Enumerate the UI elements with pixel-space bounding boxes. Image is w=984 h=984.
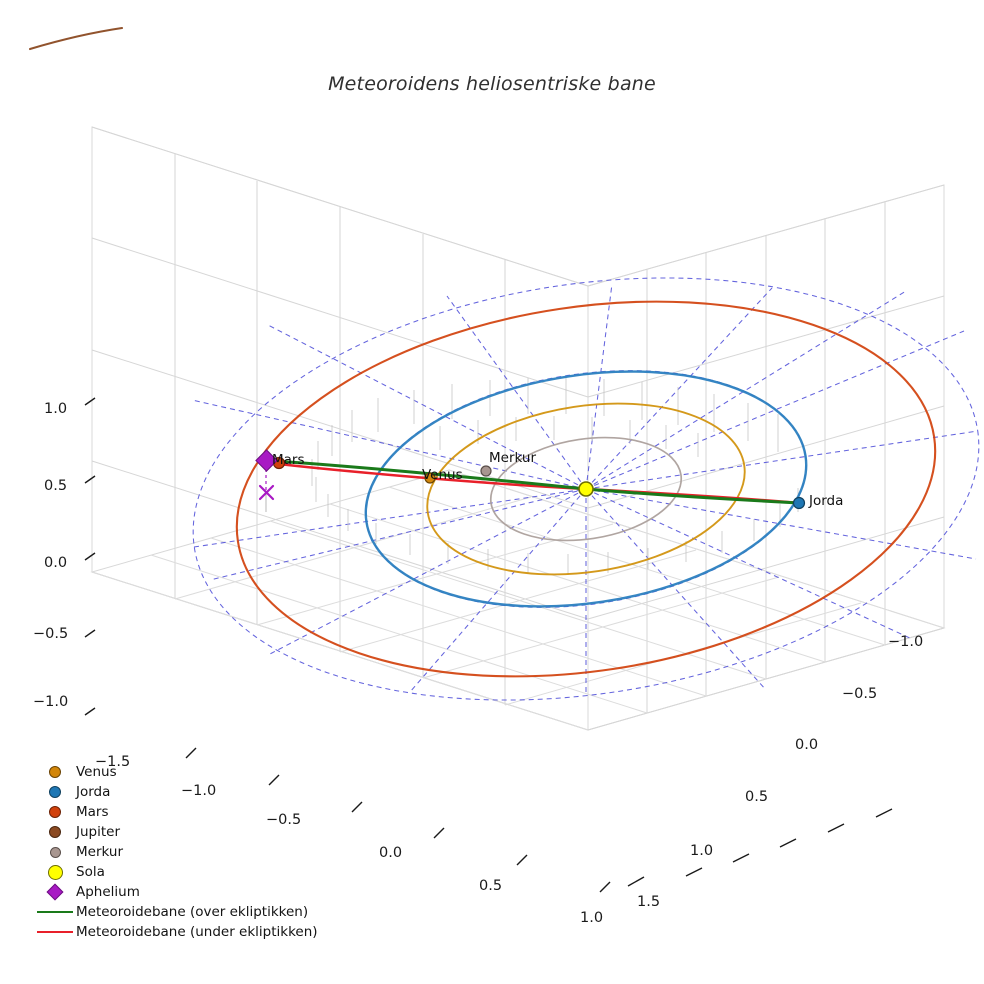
y-tick-2: 0.0 [795, 737, 819, 753]
orbit-stems [311, 378, 799, 575]
mars-orbit [235, 300, 937, 678]
y-tick-3: 0.5 [745, 789, 769, 805]
circle-marker-icon [34, 786, 76, 798]
sun-marker-icon [34, 864, 76, 880]
line-swatch-icon [34, 931, 76, 933]
planet-markers [255, 449, 806, 510]
venus-label: Venus [422, 467, 463, 483]
diamond-marker-icon [34, 883, 76, 901]
legend-label-sola: Sola [76, 864, 105, 880]
merkur-label: Merkur [489, 450, 537, 466]
legend-item-meteoroid-over[interactable]: Meteoroidebane (over ekliptikken) [34, 902, 334, 922]
z-tick-2: 0.0 [44, 555, 68, 571]
jupiter-orbit-fragment [28, 26, 124, 51]
axis-ticks [84, 397, 893, 893]
circle-marker-icon [34, 846, 76, 858]
legend-item-aphelium[interactable]: Aphelium [34, 882, 334, 902]
x-tick-6: 1.5 [637, 894, 661, 910]
line-swatch-icon [34, 911, 76, 913]
z-tick-0: 1.0 [44, 401, 68, 417]
z-tick-1: 0.5 [44, 478, 68, 494]
merkur-marker [480, 465, 492, 477]
venus-marker [424, 472, 436, 484]
x-tick-4: 0.5 [479, 878, 503, 894]
merkur-orbit [489, 436, 683, 542]
sola-marker [578, 481, 594, 497]
x-tick-2: −0.5 [266, 812, 302, 828]
venus-orbit [426, 402, 746, 576]
aphelium-projection-cross [258, 484, 275, 501]
meteoroid-trajectory [268, 459, 802, 505]
circle-marker-icon [34, 766, 76, 778]
legend-item-jupiter[interactable]: Jupiter [34, 822, 334, 842]
jorda-orbit [364, 370, 808, 608]
right-pane-grid [587, 184, 945, 731]
jorda-label: Jorda [809, 493, 844, 509]
left-pane-grid [91, 126, 589, 731]
aphelium-dropline [258, 463, 275, 512]
z-tick-3: −0.5 [33, 626, 69, 642]
x-tick-0: −1.5 [95, 754, 131, 770]
legend-item-mars[interactable]: Mars [34, 802, 334, 822]
x-tick-1: −1.0 [181, 783, 217, 799]
meteoroid-path-over [270, 459, 801, 505]
z-tick-4: −1.0 [33, 694, 69, 710]
legend-label-mars: Mars [76, 804, 109, 820]
legend-item-sola[interactable]: Sola [34, 862, 334, 882]
legend-label-meteoroid-over: Meteoroidebane (over ekliptikken) [76, 904, 309, 920]
legend-label-merkur: Merkur [76, 844, 124, 860]
legend-item-jorda[interactable]: Jorda [34, 782, 334, 802]
legend-item-venus[interactable]: Venus [34, 762, 334, 782]
axes-panes [90, 126, 946, 731]
legend-label-jupiter: Jupiter [76, 824, 121, 840]
legend-label-jorda: Jorda [76, 784, 111, 800]
y-tick-1: −0.5 [842, 686, 878, 702]
aphelium-marker [255, 449, 278, 472]
legend-item-merkur[interactable]: Merkur [34, 842, 334, 862]
legend: Venus Jorda Mars Jupiter Merkur [34, 762, 334, 942]
legend-label-aphelium: Aphelium [76, 884, 140, 900]
x-tick-5: 1.0 [580, 910, 604, 926]
jorda-marker [792, 496, 806, 510]
x-tick-3: 0.0 [379, 845, 403, 861]
y-tick-4: 1.0 [690, 843, 714, 859]
chart-title: Meteoroidens heliosentriske bane [328, 73, 656, 95]
legend-label-venus: Venus [76, 764, 117, 780]
legend-item-meteoroid-under[interactable]: Meteoroidebane (under ekliptikken) [34, 922, 334, 942]
circle-marker-icon [34, 826, 76, 838]
circle-marker-icon [34, 806, 76, 818]
y-tick-0: −1.0 [888, 634, 924, 650]
mars-label: Mars [272, 452, 305, 468]
legend-label-meteoroid-under: Meteoroidebane (under ekliptikken) [76, 924, 318, 940]
floor-grid [91, 469, 945, 731]
